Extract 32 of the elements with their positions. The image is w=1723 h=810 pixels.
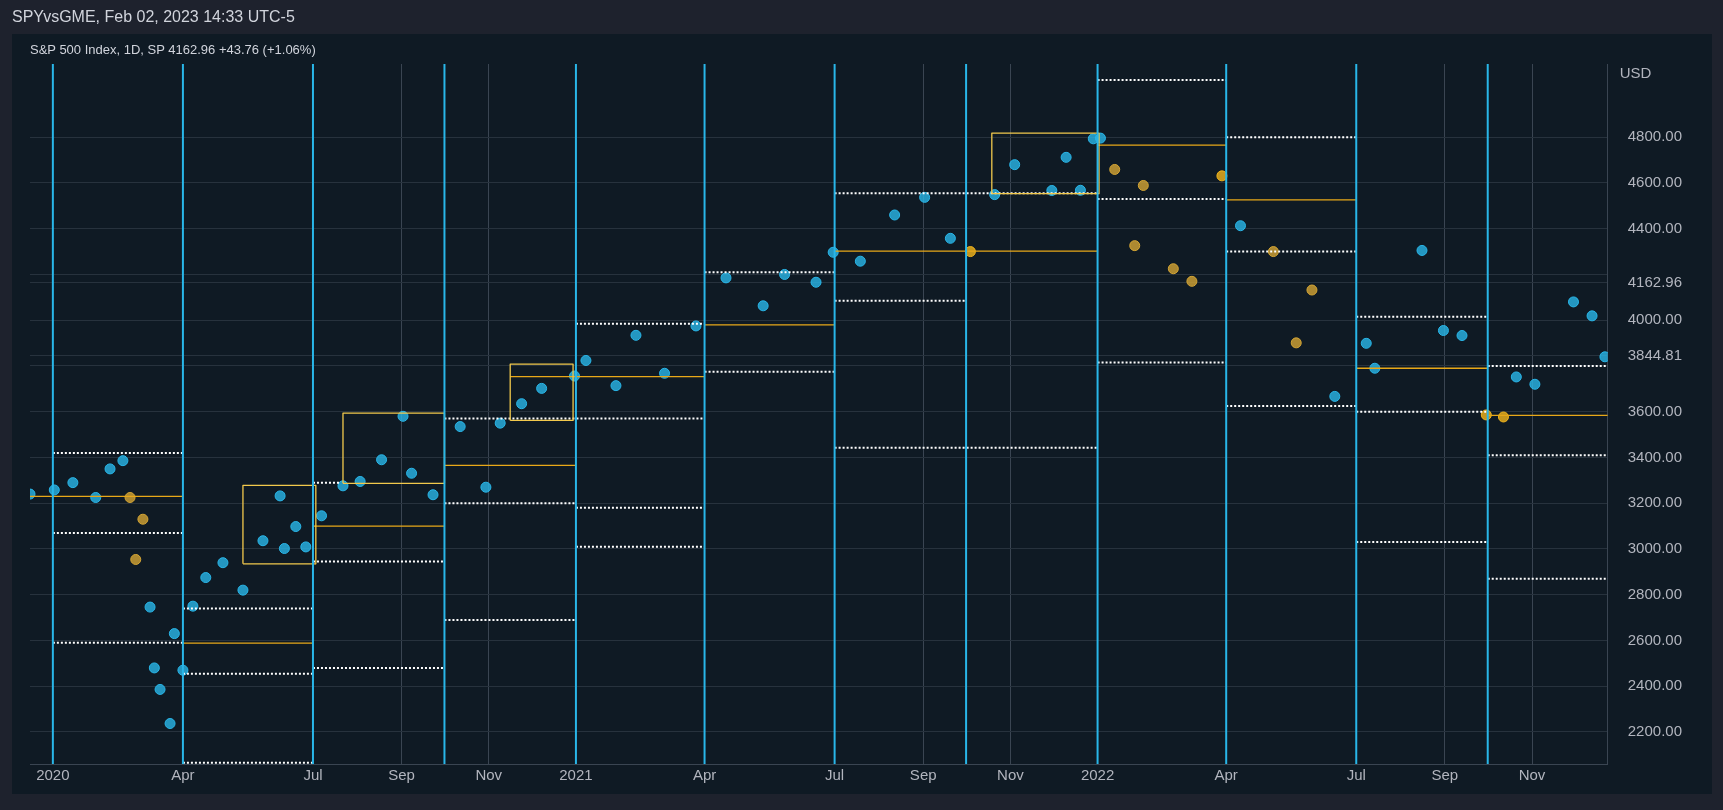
- x-tick-label: Jul: [303, 766, 323, 784]
- chart-subtitle: S&P 500 Index, 1D, SP 4162.96 +43.76 (+1.06%): [30, 42, 316, 57]
- y-tick-label: 4800.00: [1627, 127, 1683, 145]
- y-tick-label: 3400.00: [1627, 447, 1683, 465]
- y-tick-label: 2200.00: [1627, 722, 1683, 740]
- y-tick-label: 4162.96: [1627, 273, 1683, 291]
- x-tick-label: Apr: [171, 766, 195, 784]
- y-axis-title: USD: [1619, 64, 1652, 82]
- x-tick-label: Jul: [825, 766, 845, 784]
- y-tick-label: 4000.00: [1627, 310, 1683, 328]
- x-tick-label: 2022: [1080, 766, 1115, 784]
- y-tick-label: 4400.00: [1627, 218, 1683, 236]
- y-tick-label: 2400.00: [1627, 676, 1683, 694]
- y-tick-label: 3600.00: [1627, 401, 1683, 419]
- x-tick-label: Nov: [1518, 766, 1546, 784]
- chart-title: SPYvsGME, Feb 02, 2023 14:33 UTC-5: [11, 7, 296, 27]
- x-tick-label: Apr: [692, 766, 717, 784]
- y-tick-label: 3200.00: [1627, 493, 1683, 511]
- y-tick-label: 4600.00: [1627, 173, 1683, 191]
- x-tick-label: Apr: [1214, 766, 1238, 784]
- x-tick-label: Nov: [997, 766, 1025, 784]
- x-tick-label: Sep: [1431, 766, 1459, 784]
- x-tick-label: Jul: [1346, 766, 1366, 784]
- x-tick-label: 2020: [36, 766, 70, 784]
- x-tick-label: Sep: [909, 766, 937, 784]
- y-tick-label: 2800.00: [1627, 584, 1683, 602]
- y-tick-label: 3000.00: [1627, 539, 1683, 557]
- x-tick-label: Nov: [475, 766, 503, 784]
- x-tick-label: 2021: [559, 766, 593, 784]
- y-tick-label: 2600.00: [1627, 630, 1683, 648]
- y-tick-label: 3844.81: [1627, 345, 1683, 363]
- x-tick-label: Sep: [388, 766, 415, 784]
